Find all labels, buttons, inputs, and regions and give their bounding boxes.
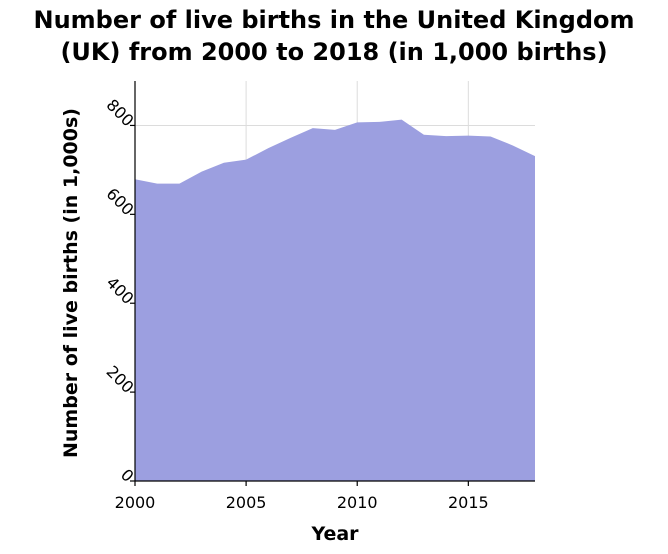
- y-axis-label: Number of live births (in 1,000s): [60, 108, 82, 458]
- axes: [130, 81, 535, 486]
- chart-title-line-2: (UK) from 2000 to 2018 (in 1,000 births): [60, 38, 607, 66]
- x-axis-label: Year: [310, 523, 359, 545]
- x-tick-label-2015: 2015: [448, 493, 489, 512]
- area-series-0: [135, 119, 535, 482]
- x-tick-label-2000: 2000: [115, 493, 156, 512]
- area-series: [135, 119, 535, 482]
- x-tick-label-2010: 2010: [337, 493, 378, 512]
- x-tick-label-2005: 2005: [226, 493, 267, 512]
- chart-title-line-1: Number of live births in the United King…: [34, 6, 635, 34]
